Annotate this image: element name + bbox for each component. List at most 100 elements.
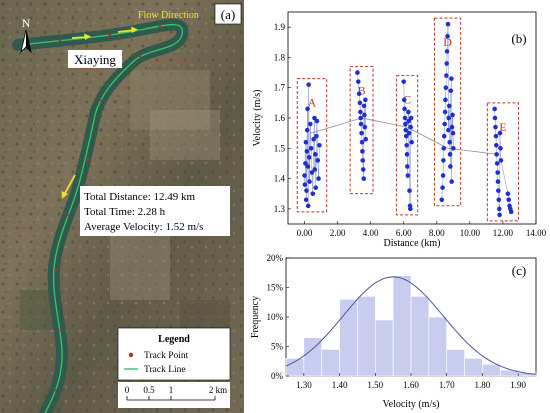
stat-value: 12.49 km [154, 191, 196, 203]
data-point [492, 115, 498, 121]
data-point [449, 76, 454, 81]
data-point [406, 118, 411, 124]
data-point [408, 206, 413, 212]
histogram-bar [392, 275, 412, 377]
data-point [363, 97, 368, 103]
data-point [309, 170, 315, 175]
data-point [441, 158, 446, 163]
stat-label: Average Velocity [84, 221, 160, 233]
data-point [314, 118, 320, 124]
data-point [450, 130, 456, 136]
data-point [408, 124, 413, 130]
histogram-bar [464, 358, 483, 377]
data-point [492, 106, 497, 112]
panel-label-a-box [214, 3, 242, 25]
track-line [21, 23, 183, 413]
data-point [441, 133, 447, 139]
data-point [311, 136, 316, 142]
y-tick-label: 1.8 [274, 52, 286, 62]
data-point [443, 85, 449, 91]
data-point [312, 152, 318, 157]
data-point [448, 164, 453, 169]
data-point [451, 145, 456, 151]
data-point [305, 106, 310, 112]
data-point [405, 173, 411, 178]
data-point [305, 203, 311, 209]
data-point [306, 82, 311, 87]
data-point [361, 103, 367, 109]
panel-label-c-box [506, 260, 532, 280]
data-point [360, 167, 366, 172]
svg-text:Total Time: 2.28 h: Total Time: 2.28 h [84, 206, 166, 218]
data-point [310, 191, 316, 197]
data-point [312, 167, 318, 172]
data-point [445, 21, 451, 27]
data-point [495, 179, 501, 184]
y-tick-label: 1.3 [274, 204, 286, 214]
data-point [359, 139, 365, 145]
data-point [402, 106, 407, 112]
y-axis-label: Velocity (m/s) [252, 90, 263, 147]
data-point [404, 152, 410, 157]
data-point [493, 133, 499, 139]
data-point [493, 124, 498, 130]
data-point [402, 115, 408, 121]
legend-item: Track Line [144, 365, 186, 375]
group-label: D [443, 35, 452, 49]
stats-text: Total Distance: 12.49 km Total Time: 2.2… [84, 191, 203, 233]
x-tick-label: 1.70 [439, 380, 455, 390]
data-point [498, 158, 504, 163]
x-tick-label: 0.00 [297, 228, 313, 238]
track-points [53, 24, 162, 392]
flow-direction-label: Flow Direction [138, 10, 199, 21]
data-point [315, 158, 321, 163]
data-point [358, 109, 363, 115]
data-point [304, 127, 310, 133]
data-point [447, 152, 453, 157]
data-point [303, 161, 308, 166]
x-tick-label: 1.50 [367, 380, 383, 390]
x-axis-label: Velocity (m/s) [383, 399, 440, 410]
chart-velocity-distance: A B C D E 0.00 2.00 4.00 6.00 8.00 10.00 12.00 14.0… [252, 11, 547, 249]
x-tick-label: 6.00 [396, 228, 412, 238]
y-tick-label: 1.4 [274, 174, 286, 184]
x-tick-label: 2.00 [330, 228, 346, 238]
trend-line [311, 117, 499, 155]
map-panel: (a) N Flow Direction Xiaying Total Dista… [0, 0, 244, 413]
north-label: N [22, 16, 31, 30]
data-point [359, 130, 364, 136]
normal-curve [285, 276, 537, 375]
data-point [404, 142, 410, 148]
histogram-bar [339, 298, 358, 377]
data-point [496, 206, 502, 212]
scalebar-tick: 1 [169, 385, 174, 395]
data-point [406, 130, 412, 136]
data-point [441, 145, 447, 151]
x-tick-label: 1.80 [475, 380, 491, 390]
data-point [508, 209, 514, 215]
chart-frequency-histogram: 1.30 1.40 1.50 1.60 1.70 1.80 1.90 0% 5% 10% 15% 2… [250, 253, 537, 410]
data-point [440, 173, 446, 178]
data-point [361, 176, 367, 181]
data-point [303, 197, 309, 203]
data-point [302, 173, 307, 178]
data-point [403, 127, 409, 133]
legend-box [117, 327, 231, 381]
group-label: E [499, 120, 506, 134]
panel-label-a: (a) [221, 7, 235, 22]
x-tick-label: 1.40 [332, 380, 348, 390]
y-tick-label: 10% [267, 312, 284, 322]
data-point [446, 127, 451, 133]
data-point [496, 188, 501, 193]
data-point [362, 124, 368, 130]
data-point [307, 179, 312, 184]
data-point [362, 112, 367, 118]
data-point [305, 164, 311, 169]
scalebar [126, 396, 216, 401]
group-label: C [403, 93, 411, 107]
data-point [444, 49, 450, 54]
data-point [358, 115, 364, 121]
svg-text:Average Velocity: 1.52 m/s: Average Velocity: 1.52 m/s [84, 221, 203, 233]
data-point [449, 124, 455, 130]
data-point [403, 133, 409, 139]
